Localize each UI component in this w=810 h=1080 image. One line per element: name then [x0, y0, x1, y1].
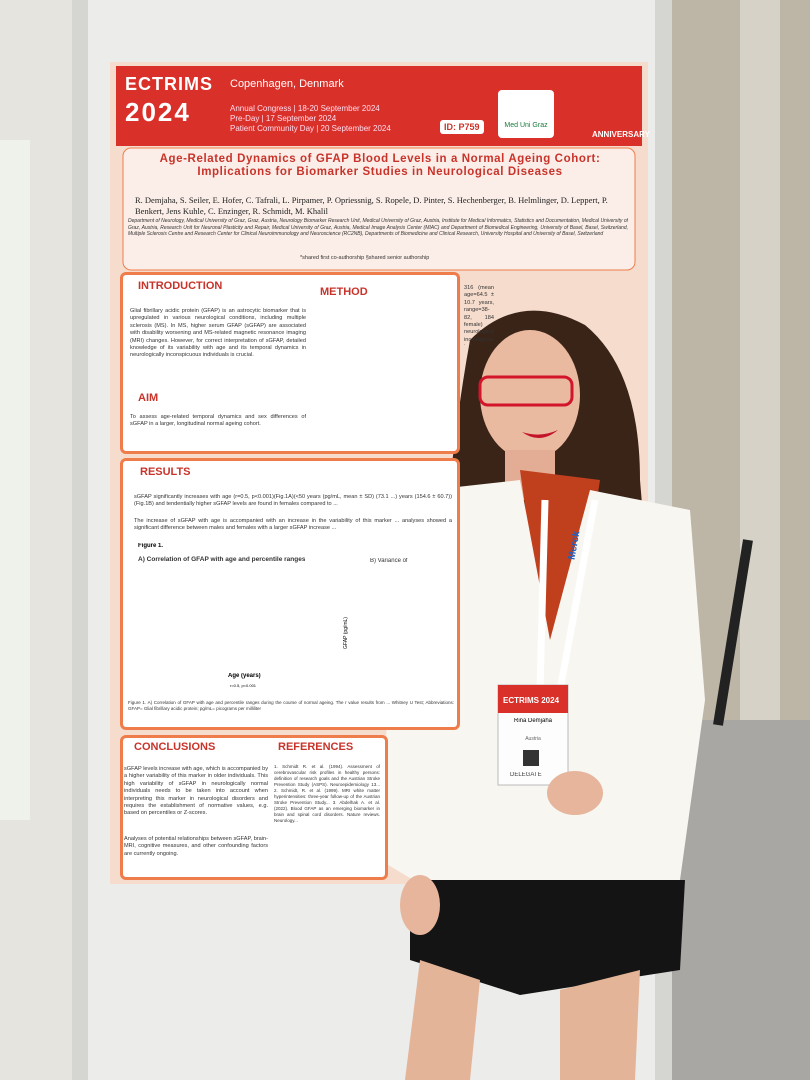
- title-box: [122, 147, 636, 271]
- badge-band: [498, 685, 568, 713]
- hand: [400, 875, 440, 935]
- section-heading: REFERENCES: [278, 741, 354, 753]
- logo: Med Uni Graz: [498, 90, 554, 138]
- glasses: [478, 375, 574, 407]
- section-text: 1. Schmidt R. et al. (1994). Assessment …: [274, 764, 380, 823]
- section-text: Glial fibrillary acidic protein (GFAP) i…: [130, 308, 306, 359]
- board-frame: [72, 0, 88, 1080]
- section-heading: INTRODUCTION: [138, 280, 223, 292]
- left-poster: [0, 140, 30, 820]
- conclusions-panel: [120, 735, 388, 880]
- pillar-edge: [740, 0, 780, 740]
- lanyard-strap: [536, 499, 549, 691]
- section-text: To assess age-related temporal dynamics …: [130, 414, 306, 428]
- date: Annual Congress | 18-20 September 2024: [230, 104, 380, 113]
- lips: [522, 430, 558, 439]
- panel-title: B) Variance of: [370, 558, 408, 564]
- badge-country: Austria: [525, 736, 541, 742]
- badge-role: DELEGATE: [510, 772, 542, 778]
- poster-header: [116, 66, 642, 146]
- intro-panel: [120, 272, 460, 454]
- section-heading: RESULTS: [140, 466, 191, 478]
- affiliations: Department of Neurology, Medical Univers…: [128, 218, 628, 237]
- date: Patient Community Day | 20 September 202…: [230, 124, 391, 133]
- lanyard-strap: [556, 499, 599, 691]
- qr-code: [523, 750, 539, 766]
- section-heading: AIM: [138, 392, 159, 404]
- face: [480, 330, 580, 460]
- city: Copenhagen, Denmark: [230, 78, 344, 90]
- results-panel: [120, 458, 460, 730]
- skirt: [410, 880, 685, 995]
- section-text: sGFAP levels increase with age, which is…: [124, 766, 268, 817]
- y-axis-label: GFAP (pg/mL): [342, 617, 349, 649]
- leg: [405, 960, 480, 1080]
- stat: r=0.5, p<0.001: [230, 683, 257, 688]
- hand: [547, 771, 603, 815]
- caption: Figure 1. A) Correlation of GFAP with ag…: [128, 700, 454, 711]
- panel-title: A) Correlation of GFAP with age and perc…: [138, 556, 306, 563]
- x-axis-label: Age (years): [228, 673, 261, 679]
- section-heading: CONCLUSIONS: [134, 741, 216, 753]
- year: 2024: [125, 97, 191, 127]
- poster-title: Age-Related Dynamics of GFAP Blood Level…: [159, 153, 601, 178]
- figure-label: Figure 1.: [138, 543, 164, 549]
- section-text: The increase of sGFAP with age is accomp…: [134, 518, 452, 532]
- section-text: Analyses of potential relationships betw…: [124, 836, 268, 857]
- poster-id: ID: P759: [440, 120, 484, 134]
- congress: ECTRIMS: [125, 74, 213, 94]
- date: Pre-Day | 17 September 2024: [230, 114, 337, 123]
- leg: [560, 970, 640, 1080]
- badge-event: ECTRIMS 2024: [503, 696, 560, 705]
- footnote: *shared first co-authorship §shared seni…: [300, 255, 430, 261]
- section-heading: METHOD: [320, 286, 368, 298]
- section-text: 316 (mean age=64.5 ± 10.7 years, range=3…: [464, 285, 494, 345]
- badge-name: Rina Demjaha: [513, 718, 553, 724]
- anniversary: ANNIVERSARY: [592, 130, 650, 139]
- section-text: sGFAP significantly increases with age (…: [134, 494, 452, 508]
- authors: R. Demjaha, S. Seiler, E. Hofer, C. Tafr…: [135, 195, 608, 216]
- pole: [713, 539, 753, 726]
